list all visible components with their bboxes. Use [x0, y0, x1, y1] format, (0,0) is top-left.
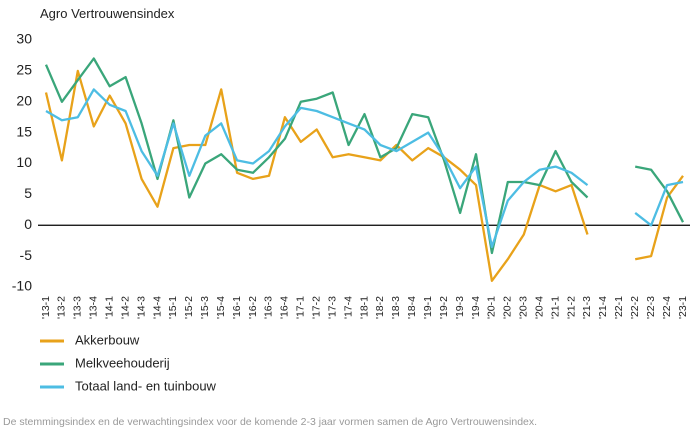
x-tick-label: '13-3 — [72, 296, 84, 319]
x-tick-label: '19-4 — [470, 296, 482, 319]
x-tick-label: '18-3 — [390, 296, 402, 319]
x-tick-label: '16-4 — [279, 296, 291, 319]
y-tick-label: 20 — [16, 92, 32, 108]
y-tick-label: 25 — [16, 62, 32, 78]
x-tick-label: '14-3 — [135, 296, 147, 319]
x-tick-label: '20-3 — [518, 296, 530, 319]
y-tick-label: -5 — [20, 247, 33, 263]
y-tick-label: 15 — [16, 123, 32, 139]
x-tick-label: '20-2 — [502, 296, 514, 319]
x-tick-label: '20-1 — [486, 296, 498, 319]
x-tick-label: '22-3 — [645, 296, 657, 319]
x-tick-label: '14-4 — [151, 296, 163, 319]
y-tick-label: 5 — [24, 185, 32, 201]
x-tick-label: '17-2 — [311, 296, 323, 319]
x-tick-label: '21-2 — [565, 296, 577, 319]
x-tick-label: '19-3 — [454, 296, 466, 319]
series-line — [44, 69, 684, 282]
legend-label: Akkerbouw — [75, 332, 140, 347]
x-tick-label: '20-4 — [533, 296, 545, 319]
x-tick-label: '18-1 — [358, 296, 370, 319]
series-line — [45, 88, 684, 249]
x-tick-label: '22-4 — [661, 296, 673, 319]
x-tick-label: '22-2 — [629, 296, 641, 319]
x-tick-label: '17-4 — [342, 296, 354, 319]
x-tick-label: '19-1 — [422, 296, 434, 319]
x-tick-label: '15-3 — [199, 296, 211, 319]
x-tick-label: '22-1 — [613, 296, 625, 319]
x-tick-label: '18-2 — [374, 296, 386, 319]
x-tick-label: '16-1 — [231, 296, 243, 319]
legend-label: Melkveehouderij — [75, 355, 170, 370]
x-tick-label: '15-4 — [215, 296, 227, 319]
y-tick-label: 30 — [16, 31, 32, 47]
x-tick-label: '21-1 — [549, 296, 561, 319]
x-tick-label: '13-1 — [40, 296, 52, 319]
legend-label: Totaal land- en tuinbouw — [75, 378, 217, 393]
x-tick-label: '16-2 — [247, 296, 259, 319]
y-tick-label: 10 — [16, 154, 32, 170]
y-tick-label: 0 — [24, 216, 32, 232]
x-tick-label: '17-3 — [326, 296, 338, 319]
x-tick-label: '19-2 — [438, 296, 450, 319]
chart-title: Agro Vertrouwensindex — [40, 6, 175, 21]
x-tick-label: '13-4 — [88, 296, 100, 319]
x-tick-label: '15-1 — [167, 296, 179, 319]
x-tick-label: '14-1 — [103, 296, 115, 319]
x-tick-label: '17-1 — [295, 296, 307, 319]
x-tick-label: '21-3 — [581, 296, 593, 319]
x-tick-label: '23-1 — [677, 296, 689, 319]
series-line — [44, 57, 685, 255]
x-tick-label: '14-2 — [119, 296, 131, 319]
x-tick-label: '21-4 — [597, 296, 609, 319]
x-tick-label: '15-2 — [183, 296, 195, 319]
chart-note: De stemmingsindex en de verwachtingsinde… — [3, 416, 537, 428]
y-tick-label: -10 — [12, 278, 32, 294]
x-tick-label: '16-3 — [263, 296, 275, 319]
x-tick-label: '13-2 — [56, 296, 68, 319]
x-tick-label: '18-4 — [406, 296, 418, 319]
